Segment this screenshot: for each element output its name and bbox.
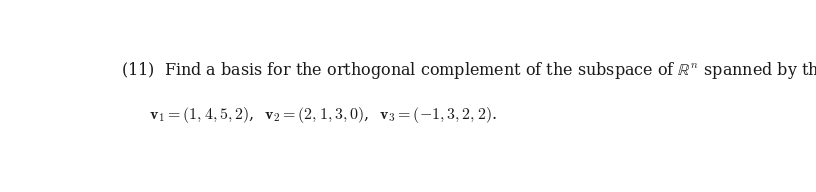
Text: (11)  Find a basis for the orthogonal complement of the subspace of $\mathbb{R}^: (11) Find a basis for the orthogonal com… (121, 60, 816, 81)
Text: $\mathbf{v}_1 = (1, 4, 5, 2)$,  $\mathbf{v}_2 = (2, 1, 3, 0)$,  $\mathbf{v}_3 = : $\mathbf{v}_1 = (1, 4, 5, 2)$, $\mathbf{… (149, 105, 497, 125)
